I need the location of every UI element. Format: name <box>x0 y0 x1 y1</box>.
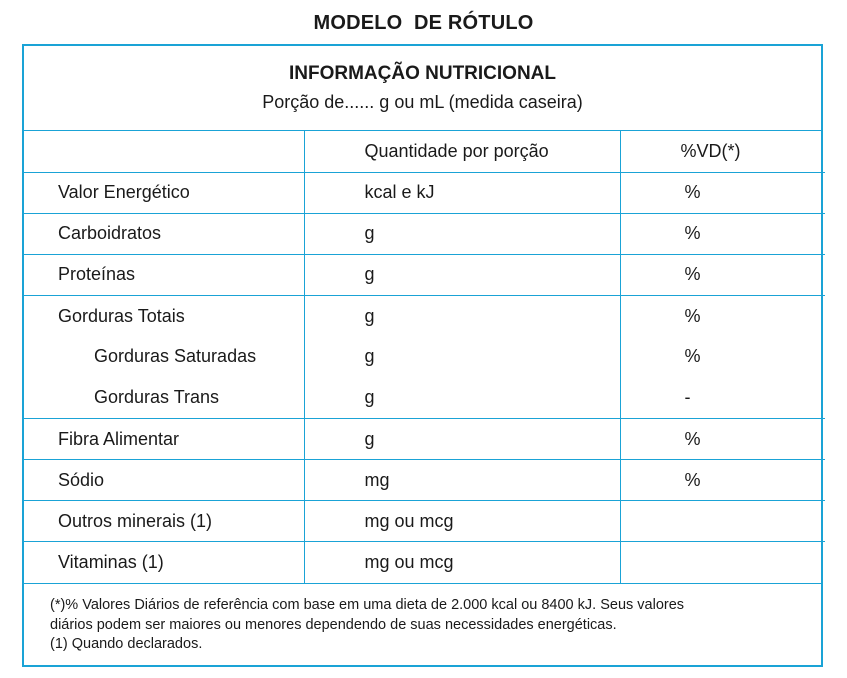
nutrient-daily-value: % <box>619 171 825 214</box>
nutrient-name: Valor Energético <box>24 171 304 214</box>
table-row: Gorduras Totais g % <box>24 294 825 337</box>
nutrition-label: INFORMAÇÃO NUTRICIONAL Porção de...... g… <box>22 44 825 667</box>
footnotes: (*)% Valores Diários de referência com b… <box>24 583 821 655</box>
nutrient-quantity: kcal e kJ <box>303 171 620 214</box>
column-header-nutrient <box>24 131 304 172</box>
nutrient-quantity: g <box>303 253 620 296</box>
table-row: Vitaminas (1) mg ou mcg <box>24 541 825 583</box>
nutrient-name: Gorduras Saturadas <box>94 346 257 367</box>
table-row: Valor Energético kcal e kJ % <box>24 171 825 214</box>
column-header-row: Quantidade por porção %VD(*) <box>24 131 825 173</box>
nutrient-name: Fibra Alimentar <box>24 418 304 460</box>
nutrient-name: Sódio <box>24 459 304 501</box>
table-row: Gorduras Saturadas g % <box>24 336 825 378</box>
nutrient-daily-value: % <box>619 212 825 255</box>
nutrient-daily-value: % <box>619 294 825 337</box>
serving-size-text: Porção de...... g ou mL (medida caseira) <box>262 92 583 112</box>
nutrient-daily-value: % <box>619 418 825 460</box>
nutrient-quantity: g <box>303 212 620 255</box>
footnote-line: (1) Quando declarados. <box>50 636 203 652</box>
nutrient-quantity: g <box>303 294 620 337</box>
label-header: INFORMAÇÃO NUTRICIONAL Porção de...... g… <box>24 46 821 131</box>
nutrient-daily-value: % <box>619 336 825 378</box>
nutrient-name: Gorduras Trans <box>94 387 220 408</box>
nutrient-name: Proteínas <box>24 253 304 296</box>
column-header-daily-value: %VD(*) <box>619 131 825 173</box>
nutrition-table: Quantidade por porção %VD(*) Valor Energ… <box>24 131 825 583</box>
column-header-quantity: Quantidade por porção <box>303 131 620 173</box>
nutrient-daily-value <box>619 500 825 542</box>
nutrient-name: Outros minerais (1) <box>24 500 304 542</box>
table-row: Sódio mg % <box>24 459 825 501</box>
nutrient-quantity: g <box>303 377 620 419</box>
nutrient-name: Gorduras Totais <box>24 294 304 337</box>
table-row: Proteínas g % <box>24 253 825 296</box>
table-row: Carboidratos g % <box>24 212 825 255</box>
nutrient-quantity: g <box>303 336 620 378</box>
footnote-line: diários podem ser maiores ou menores dep… <box>50 616 617 633</box>
nutrient-quantity: mg ou mcg <box>303 541 620 583</box>
nutrient-daily-value: % <box>619 253 825 296</box>
nutrient-quantity: mg <box>303 459 620 501</box>
nutrient-daily-value <box>619 541 825 583</box>
nutrient-name: Vitaminas (1) <box>24 541 304 583</box>
label-title: INFORMAÇÃO NUTRICIONAL <box>288 63 557 84</box>
nutrient-daily-value: % <box>619 459 825 501</box>
nutrient-quantity: g <box>303 418 620 460</box>
footnote-line: (*)% Valores Diários de referência com b… <box>50 597 685 613</box>
nutrient-name: Carboidratos <box>24 212 304 255</box>
nutrient-daily-value: - <box>619 377 825 419</box>
table-row: Outros minerais (1) mg ou mcg <box>24 500 825 542</box>
table-row: Fibra Alimentar g % <box>24 418 825 460</box>
table-row: Gorduras Trans g - <box>24 377 825 419</box>
nutrient-quantity: mg ou mcg <box>303 500 620 542</box>
page-title: MODELO DE RÓTULO <box>313 12 534 34</box>
